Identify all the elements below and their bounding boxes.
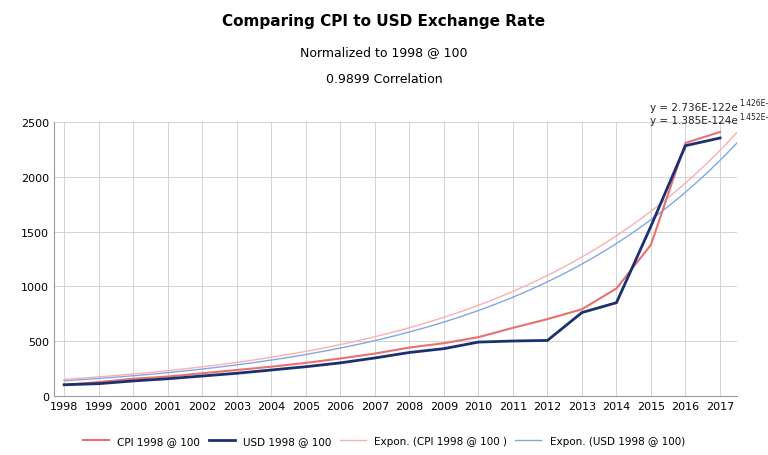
Text: 0.9899 Correlation: 0.9899 Correlation <box>326 73 442 86</box>
Legend: CPI 1998 @ 100, USD 1998 @ 100, Expon. (CPI 1998 @ 100 ), Expon. (USD 1998 @ 100: CPI 1998 @ 100, USD 1998 @ 100, Expon. (… <box>79 431 689 450</box>
Text: y = 2.736E-122e: y = 2.736E-122e <box>650 102 737 112</box>
Text: y = 1.385E-124e: y = 1.385E-124e <box>650 116 737 126</box>
Text: 1.426E-01x: 1.426E-01x <box>740 99 768 108</box>
Text: Comparing CPI to USD Exchange Rate: Comparing CPI to USD Exchange Rate <box>223 14 545 29</box>
Text: Normalized to 1998 @ 100: Normalized to 1998 @ 100 <box>300 46 468 59</box>
Text: 1.452E-01x: 1.452E-01x <box>740 113 768 122</box>
